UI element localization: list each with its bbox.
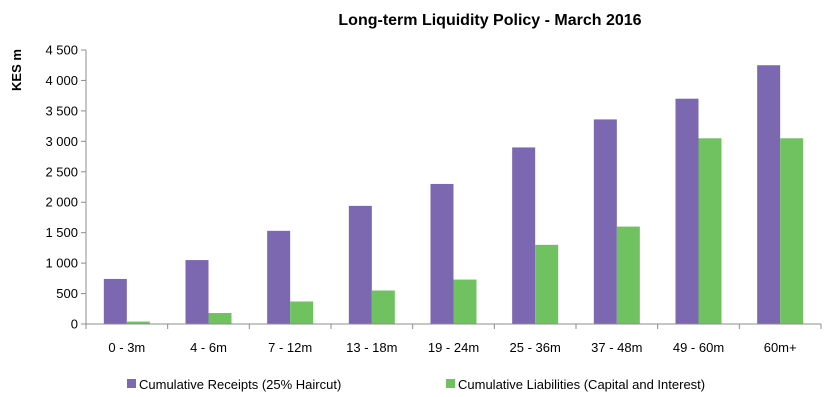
bar-cumulative-liabilities <box>535 244 559 324</box>
x-tick-label: 13 - 18m <box>346 340 397 355</box>
chart-title: Long-term Liquidity Policy - March 2016 <box>338 12 641 29</box>
y-tick-label: 3 000 <box>45 134 78 149</box>
legend-label: Cumulative Liabilities (Capital and Inte… <box>458 377 705 392</box>
bar-cumulative-receipts <box>757 65 781 324</box>
x-tick-label: 7 - 12m <box>268 340 312 355</box>
bar-cumulative-liabilities <box>616 226 640 324</box>
bar-cumulative-receipts <box>348 205 372 324</box>
bar-cumulative-liabilities <box>453 279 477 324</box>
y-axis-label: KES m <box>9 49 24 91</box>
y-tick-label: 4 000 <box>45 73 78 88</box>
x-tick-label: 37 - 48m <box>591 340 642 355</box>
y-tick-label: 500 <box>56 286 78 301</box>
bar-cumulative-liabilities <box>290 301 314 324</box>
legend-swatch <box>446 379 455 388</box>
x-tick-label: 60m+ <box>764 340 797 355</box>
y-tick-label: 2 500 <box>45 164 78 179</box>
y-tick-label: 4 500 <box>45 43 78 58</box>
bar-cumulative-receipts <box>512 147 536 324</box>
bar-cumulative-receipts <box>593 119 617 324</box>
bar-cumulative-receipts <box>185 260 209 324</box>
x-tick-label: 19 - 24m <box>428 340 479 355</box>
legend-swatch <box>127 379 136 388</box>
y-tick-label: 3 500 <box>45 103 78 118</box>
y-tick-label: 2 000 <box>45 195 78 210</box>
y-tick-label: 0 <box>71 317 78 332</box>
bar-cumulative-liabilities <box>126 321 150 324</box>
y-ticks-group: 0 500 1 000 1 500 2 000 2 500 3 000 3 500 4 000 4… <box>45 43 86 332</box>
bar-cumulative-receipts <box>430 183 454 324</box>
bar-cumulative-liabilities <box>371 290 395 324</box>
legend: Cumulative Receipts (25% Haircut) Cumulat… <box>127 377 705 392</box>
legend-label: Cumulative Receipts (25% Haircut) <box>139 377 341 392</box>
x-tick-label: 0 - 3m <box>108 340 145 355</box>
bars-group <box>103 65 804 324</box>
bar-cumulative-receipts <box>675 98 699 324</box>
y-tick-label: 1 500 <box>45 225 78 240</box>
x-tick-label: 4 - 6m <box>190 340 227 355</box>
bar-cumulative-receipts <box>267 230 291 324</box>
x-tick-label: 49 - 60m <box>673 340 724 355</box>
bar-cumulative-liabilities <box>698 138 722 324</box>
x-tick-label: 25 - 36m <box>510 340 561 355</box>
y-tick-label: 1 000 <box>45 256 78 271</box>
bar-cumulative-liabilities <box>208 313 232 324</box>
bar-cumulative-liabilities <box>780 138 804 324</box>
x-ticks-group: 0 - 3m 4 - 6m 7 - 12m 13 - 18m 19 - 24m 25 - … <box>85 324 822 355</box>
bar-cumulative-receipts <box>103 278 127 324</box>
